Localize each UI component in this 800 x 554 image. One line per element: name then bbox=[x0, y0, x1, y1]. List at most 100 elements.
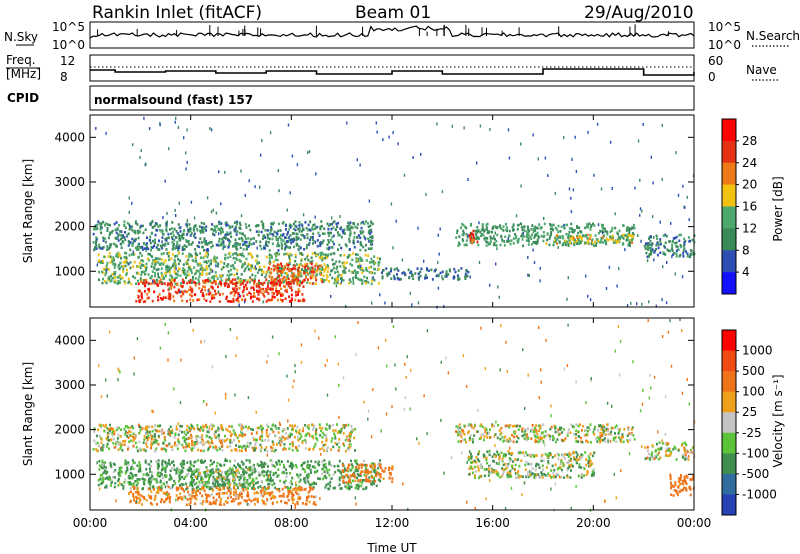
scatter-cell bbox=[177, 288, 180, 292]
scatter-cell bbox=[210, 297, 213, 300]
scatter-cell bbox=[265, 428, 268, 432]
scatter-cell bbox=[118, 253, 121, 256]
scatter-cell bbox=[97, 483, 100, 487]
scatter-cell bbox=[233, 287, 236, 290]
scatter-cell bbox=[218, 474, 220, 478]
scatter-cell bbox=[145, 267, 147, 271]
scatter-cell bbox=[140, 294, 143, 298]
scatter-cell bbox=[352, 282, 355, 285]
scatter-cell bbox=[460, 226, 462, 230]
scatter-cell bbox=[317, 253, 320, 256]
noise-spikes bbox=[97, 24, 669, 36]
scatter-cell bbox=[483, 230, 486, 233]
scatter-cell bbox=[250, 432, 253, 435]
scatter-cell bbox=[294, 503, 297, 506]
scatter-cell bbox=[594, 240, 597, 244]
scatter-cell bbox=[241, 298, 244, 301]
scatter-cell bbox=[196, 298, 199, 302]
scatter-cell bbox=[209, 472, 212, 475]
scatter-cell bbox=[239, 492, 241, 495]
scatter-cell bbox=[247, 426, 250, 430]
scatter-cell bbox=[127, 436, 130, 439]
scatter-cell bbox=[124, 460, 127, 464]
scatter-cell bbox=[346, 226, 349, 230]
scatter-cell bbox=[332, 445, 335, 449]
scatter-cell bbox=[166, 242, 169, 245]
scatter-cell bbox=[250, 253, 253, 257]
scatter-cell bbox=[167, 236, 170, 239]
scatter-cell bbox=[350, 459, 352, 463]
scatter-cell bbox=[268, 237, 271, 241]
scatter-cell bbox=[117, 265, 120, 268]
scatter-cell bbox=[547, 174, 549, 177]
scatter-cell bbox=[260, 247, 263, 251]
scatter-cell bbox=[536, 226, 539, 230]
scatter-cell bbox=[189, 501, 192, 505]
scatter-cell bbox=[145, 467, 148, 471]
scatter-cell bbox=[298, 248, 301, 252]
scatter-cell bbox=[419, 270, 422, 274]
scatter-cell bbox=[230, 235, 233, 239]
scatter-cell bbox=[314, 240, 317, 244]
scatter-cell bbox=[174, 260, 177, 264]
scatter-cell bbox=[683, 242, 686, 246]
scatter-cell bbox=[511, 225, 514, 229]
scatter-cell bbox=[218, 300, 221, 303]
scatter-cell bbox=[353, 436, 356, 440]
scatter-cell bbox=[306, 432, 309, 435]
scatter-cell bbox=[174, 277, 176, 280]
scatter-cell bbox=[355, 468, 358, 472]
scatter-cell bbox=[121, 234, 124, 237]
scatter-cell bbox=[157, 489, 159, 493]
scatter-cell bbox=[229, 483, 232, 486]
scatter-cell bbox=[98, 259, 100, 263]
scatter-cell bbox=[241, 290, 244, 294]
scatter-cell bbox=[218, 170, 220, 174]
scatter-cell bbox=[572, 188, 575, 192]
scatter-cell bbox=[627, 243, 630, 247]
scatter-cell bbox=[150, 441, 153, 445]
scatter-cell bbox=[98, 278, 100, 281]
scatter-cell bbox=[285, 475, 288, 478]
scatter-cell bbox=[352, 252, 355, 255]
scatter-cell bbox=[283, 438, 286, 441]
scatter-cell bbox=[299, 272, 301, 276]
scatter-cell bbox=[136, 229, 139, 233]
scatter-cell bbox=[482, 228, 484, 232]
scatter-cell bbox=[297, 290, 300, 294]
scatter-cell bbox=[112, 242, 115, 246]
scatter-cell bbox=[161, 447, 164, 451]
scatter-cell bbox=[486, 231, 489, 234]
scatter-cell bbox=[120, 242, 123, 246]
scatter-cell bbox=[242, 294, 245, 298]
scatter-cell bbox=[200, 230, 203, 233]
scatter-cell bbox=[326, 256, 329, 259]
scatter-cell bbox=[320, 256, 323, 259]
scatter-cell bbox=[272, 443, 275, 447]
scatter-cell bbox=[451, 124, 454, 128]
scatter-cell bbox=[326, 222, 329, 225]
scatter-cell bbox=[272, 471, 275, 475]
velocity-scatter-cells bbox=[92, 318, 696, 512]
scatter-cell bbox=[436, 122, 438, 126]
scatter-cell bbox=[151, 239, 154, 243]
scatter-cell bbox=[177, 437, 180, 441]
scatter-cell bbox=[184, 438, 187, 442]
scatter-cell bbox=[536, 238, 539, 242]
scatter-cell bbox=[118, 267, 121, 271]
scatter-cell bbox=[275, 231, 278, 235]
scatter-cell bbox=[668, 240, 671, 243]
scatter-cell bbox=[182, 229, 185, 233]
scatter-cell bbox=[253, 279, 256, 283]
scatter-cell bbox=[278, 284, 281, 287]
scatter-cell bbox=[425, 192, 427, 196]
scatter-cell bbox=[203, 285, 206, 289]
freq-tick-top: 12 bbox=[60, 54, 75, 68]
scatter-cell bbox=[238, 226, 241, 230]
scatter-cell bbox=[321, 440, 324, 444]
scatter-cell bbox=[148, 467, 151, 470]
scatter-cell bbox=[207, 259, 210, 263]
scatter-cell bbox=[426, 268, 428, 272]
scatter-cell bbox=[108, 432, 111, 436]
scatter-cell bbox=[649, 243, 652, 246]
